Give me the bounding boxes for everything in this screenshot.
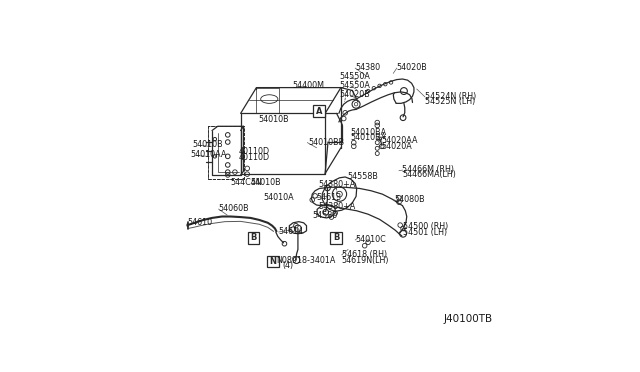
Text: 54010B: 54010B: [259, 115, 289, 124]
Text: B: B: [250, 234, 257, 243]
Text: 54524N (RH): 54524N (RH): [425, 92, 476, 101]
Text: B: B: [333, 234, 339, 243]
Text: 54466MA(LH): 54466MA(LH): [403, 170, 456, 179]
FancyBboxPatch shape: [330, 232, 342, 244]
Text: 54501 (LH): 54501 (LH): [403, 228, 447, 237]
Text: 54400M: 54400M: [292, 81, 324, 90]
Text: 54613: 54613: [316, 193, 341, 202]
Text: 54610: 54610: [187, 218, 212, 227]
Text: 544C4N: 544C4N: [230, 178, 262, 187]
Text: 54619N(LH): 54619N(LH): [342, 256, 389, 264]
Text: 54558B: 54558B: [348, 173, 378, 182]
Text: 54010BB: 54010BB: [308, 138, 344, 147]
Text: 54020AA: 54020AA: [382, 136, 419, 145]
Text: 54020B: 54020B: [339, 90, 370, 99]
Text: 54020B: 54020B: [397, 63, 428, 72]
Text: N08918-3401A: N08918-3401A: [276, 256, 336, 265]
Text: J40100TB: J40100TB: [444, 314, 493, 324]
Text: A: A: [316, 107, 322, 116]
Text: 54525N (LH): 54525N (LH): [425, 97, 475, 106]
Text: 54060B: 54060B: [219, 204, 249, 213]
Text: 54500 (RH): 54500 (RH): [403, 222, 448, 231]
FancyBboxPatch shape: [248, 232, 259, 244]
Text: 54080B: 54080B: [394, 195, 424, 204]
Text: 54614: 54614: [279, 227, 304, 236]
Text: 54010A: 54010A: [264, 193, 294, 202]
Text: 54020A: 54020A: [382, 142, 413, 151]
FancyBboxPatch shape: [313, 105, 324, 117]
Text: N: N: [269, 257, 276, 266]
Text: 54010B: 54010B: [250, 178, 281, 187]
Text: 54380+A: 54380+A: [319, 180, 356, 189]
Text: 54010C: 54010C: [355, 235, 386, 244]
Text: 40110D: 40110D: [239, 147, 269, 156]
Text: 54380+A: 54380+A: [319, 202, 356, 211]
Text: 54580: 54580: [312, 211, 337, 219]
Text: 54010AA: 54010AA: [190, 150, 227, 160]
Text: 54010B: 54010B: [193, 140, 223, 150]
Text: 54550A: 54550A: [339, 81, 370, 90]
Text: 54010BA: 54010BA: [350, 128, 387, 137]
FancyBboxPatch shape: [268, 256, 279, 267]
Text: 54618 (RH): 54618 (RH): [342, 250, 387, 259]
Text: 54550A: 54550A: [339, 72, 370, 81]
Text: 54380: 54380: [355, 63, 380, 72]
Text: 40110D: 40110D: [239, 153, 269, 162]
Text: 54010BA: 54010BA: [350, 133, 387, 142]
Text: 54466M (RH): 54466M (RH): [403, 165, 454, 174]
Text: (4): (4): [283, 261, 294, 270]
